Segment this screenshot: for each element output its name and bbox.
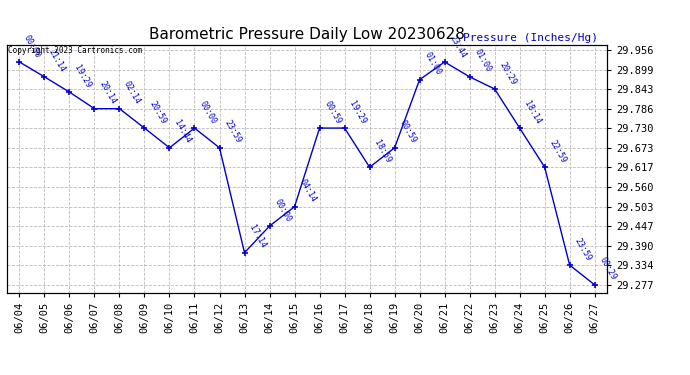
- Text: 17:14: 17:14: [247, 224, 268, 250]
- Title: Barometric Pressure Daily Low 20230628: Barometric Pressure Daily Low 20230628: [149, 27, 465, 42]
- Text: 01:00: 01:00: [422, 51, 443, 77]
- Text: 23:44: 23:44: [447, 33, 468, 59]
- Text: 20:59: 20:59: [147, 99, 168, 125]
- Text: 20:29: 20:29: [497, 60, 518, 86]
- Text: 00:00: 00:00: [273, 197, 293, 223]
- Text: 04:14: 04:14: [297, 178, 317, 204]
- Text: 00:59: 00:59: [397, 119, 417, 145]
- Text: 21:14: 21:14: [47, 48, 68, 74]
- Text: 23:59: 23:59: [573, 236, 593, 262]
- Text: 19:29: 19:29: [72, 63, 92, 89]
- Text: 23:59: 23:59: [222, 119, 243, 145]
- Text: 00:00: 00:00: [22, 33, 43, 59]
- Text: 01:00: 01:00: [473, 48, 493, 74]
- Text: 14:44: 14:44: [172, 119, 193, 145]
- Text: 00:59: 00:59: [322, 99, 343, 125]
- Text: 20:14: 20:14: [97, 80, 117, 106]
- Text: 22:59: 22:59: [547, 138, 568, 164]
- Text: Pressure (Inches/Hg): Pressure (Inches/Hg): [463, 33, 598, 42]
- Text: 00:29: 00:29: [598, 256, 618, 282]
- Text: 18:14: 18:14: [522, 99, 543, 125]
- Text: 18:59: 18:59: [373, 138, 393, 164]
- Text: 19:29: 19:29: [347, 99, 368, 125]
- Text: Copyright 2023 Cartronics.com: Copyright 2023 Cartronics.com: [8, 46, 141, 55]
- Text: 00:00: 00:00: [197, 99, 217, 125]
- Text: 02:14: 02:14: [122, 80, 143, 106]
